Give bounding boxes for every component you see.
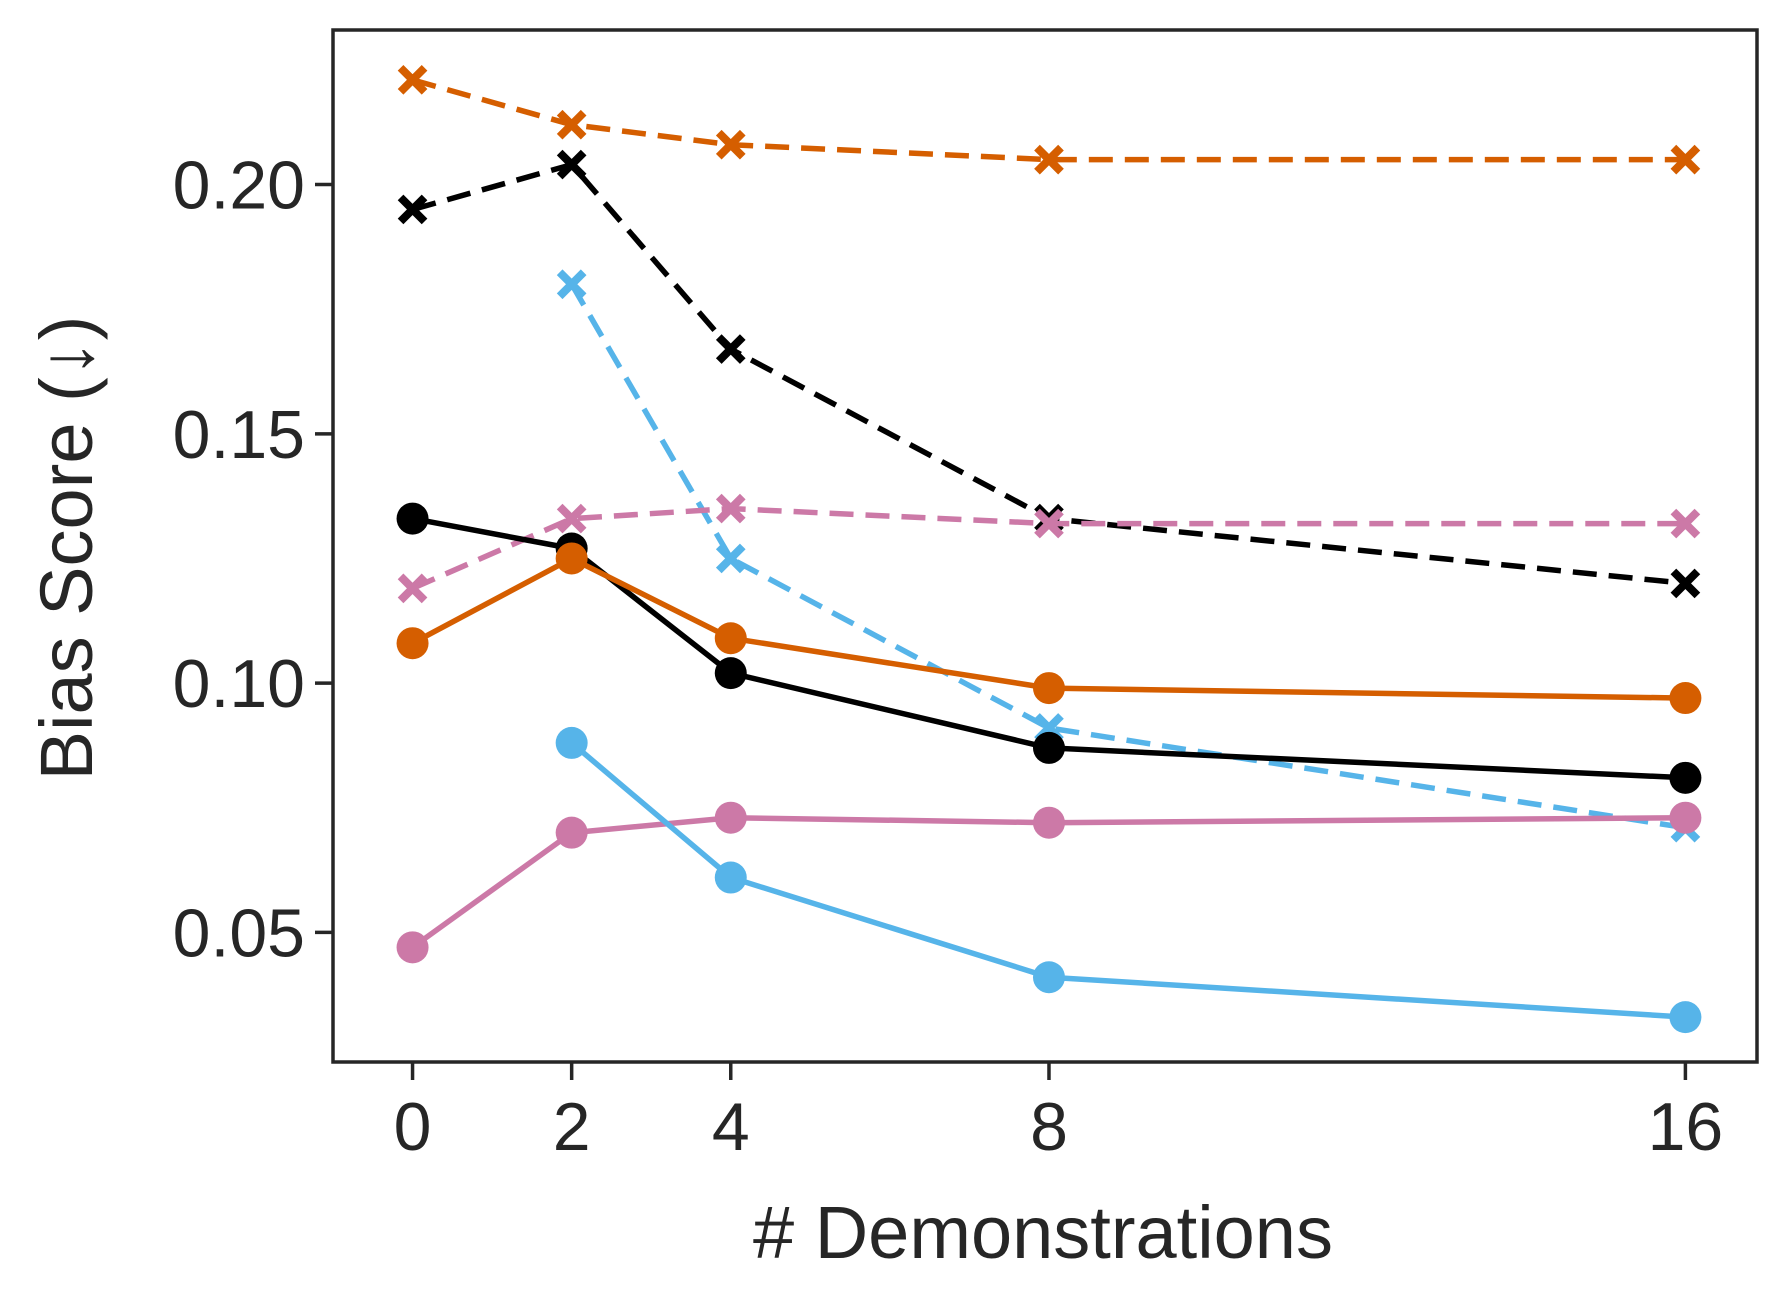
data-point (396, 502, 429, 535)
x-tick-label: 0 (394, 1089, 432, 1165)
data-point (1670, 568, 1701, 599)
data-point (555, 816, 588, 849)
x-tick-label: 2 (553, 1089, 591, 1165)
data-point (1669, 801, 1702, 834)
data-point (1032, 731, 1065, 764)
series-line (569, 282, 1686, 831)
x-tick-label: 4 (712, 1089, 750, 1165)
data-point (555, 542, 588, 575)
y-tick-label: 0.10 (173, 646, 305, 722)
data-point (1669, 682, 1702, 715)
data-point (714, 861, 747, 894)
plot-frame (331, 28, 1759, 1064)
data-point (1669, 1001, 1702, 1034)
y-tick-label: 0.20 (173, 148, 305, 224)
y-axis: 0.05 0.10 0.15 0.20 (173, 148, 333, 971)
data-point (1669, 761, 1702, 794)
y-tick-label: 0.05 (173, 895, 305, 971)
data-point (714, 622, 747, 655)
data-point (556, 109, 587, 140)
series-5 (396, 502, 1702, 794)
data-point (1032, 672, 1065, 705)
data-point (715, 334, 746, 364)
data-point (555, 726, 588, 759)
data-point (1034, 508, 1064, 539)
data-point (556, 269, 587, 300)
data-point (715, 493, 746, 524)
series-1 (397, 65, 1701, 175)
data-point (715, 543, 746, 574)
series-7 (396, 801, 1702, 964)
series-line (569, 740, 1686, 1020)
series-8 (555, 726, 1702, 1034)
data-point (397, 194, 428, 225)
series-4 (397, 493, 1701, 604)
data-point (396, 931, 429, 964)
data-point (397, 573, 428, 604)
data-point (397, 65, 428, 95)
series-6 (396, 542, 1702, 715)
series-layer (396, 65, 1702, 1034)
y-axis-label: Bias Score (↓) (25, 316, 108, 781)
data-point (714, 657, 747, 690)
x-tick-label: 8 (1030, 1089, 1068, 1165)
x-axis: 0 2 4 8 16 (394, 1062, 1724, 1165)
x-axis-label: # Demonstrations (753, 1191, 1333, 1274)
x-tick-label: 16 (1648, 1089, 1724, 1165)
plot-area (331, 28, 1759, 1064)
data-point (1032, 961, 1065, 994)
data-point (1670, 508, 1701, 539)
data-point (556, 149, 587, 180)
data-point (1034, 144, 1064, 175)
data-point (714, 801, 747, 834)
data-point (556, 503, 587, 534)
y-tick-label: 0.15 (173, 397, 305, 473)
data-point (1670, 144, 1701, 175)
data-point (396, 627, 429, 660)
data-point (715, 129, 746, 160)
data-point (1032, 806, 1065, 839)
